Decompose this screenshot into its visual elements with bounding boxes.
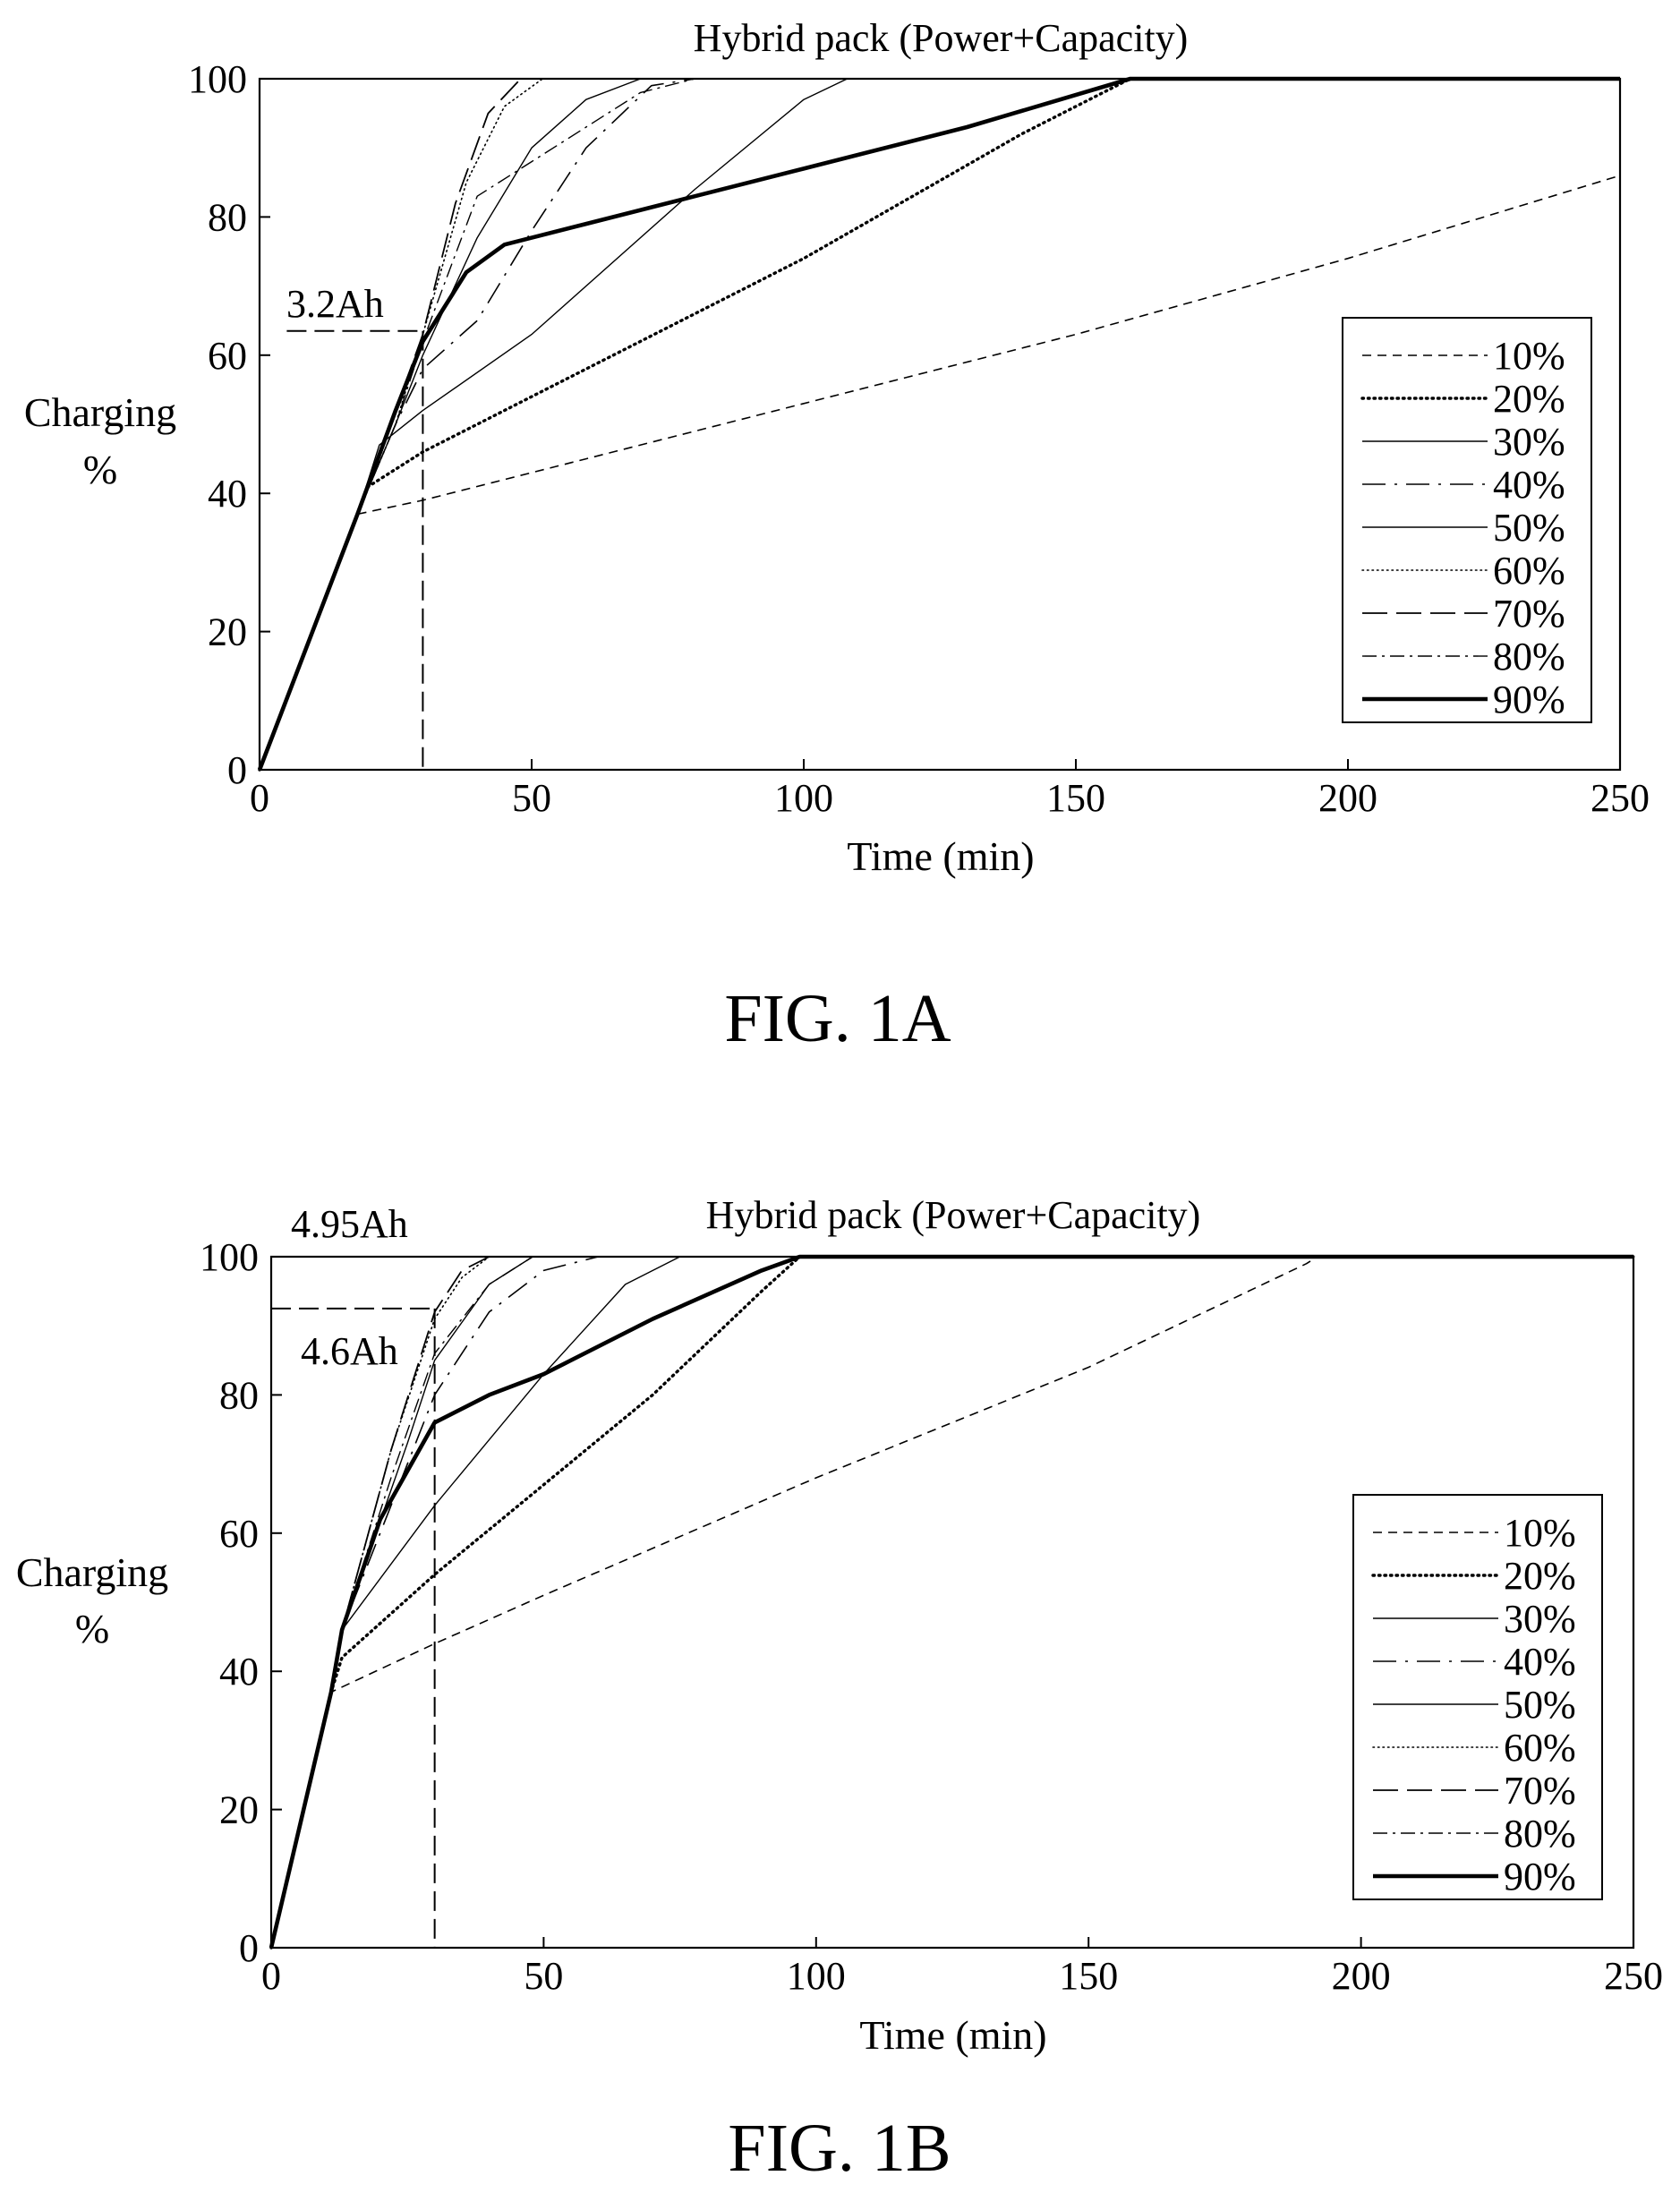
series-line-80pct [259,78,1620,771]
legend-entry-label: 80% [1504,1812,1576,1856]
legend-box [1342,317,1592,723]
legend-entry-label: 20% [1504,1554,1576,1598]
y-tick-label: 0 [227,748,247,792]
legend-entry-label: 60% [1493,549,1565,593]
chart-fig1b: Hybrid pack (Power+Capacity) Time (min) Ch… [16,1193,1663,2186]
legend-entry-label: 70% [1493,592,1565,636]
x-axis-label: Time (min) [847,833,1034,879]
y-tick-label: 0 [239,1926,259,1970]
legend-entry-label: 50% [1504,1683,1576,1727]
legend-entry-label: 40% [1493,463,1565,507]
x-tick-label: 0 [261,1954,281,1998]
chart-title: Hybrid pack (Power+Capacity) [694,16,1189,60]
annotation-label: 3.2Ah [286,282,384,326]
chart-fig1a: Hybrid pack (Power+Capacity) Time (min) Ch… [24,16,1650,1056]
y-axis-unit-label: % [75,1606,109,1651]
legend-entry-label: 90% [1504,1855,1576,1899]
legend-entry-label: 90% [1493,678,1565,721]
legend-box [1352,1494,1603,1900]
x-tick-label: 150 [1046,776,1105,820]
annotation-label: 4.6Ah [301,1329,398,1373]
x-tick-label: 50 [524,1954,563,1998]
series-line-90pct [269,1254,1633,1949]
series-line-90pct [257,76,1620,771]
x-tick-label: 50 [512,776,551,820]
y-tick-label: 100 [200,1235,259,1279]
y-tick-label: 40 [208,472,247,516]
x-tick-label: 0 [250,776,269,820]
x-tick-label: 250 [1604,1954,1663,1998]
y-axis-label: Charging [16,1549,168,1595]
series-line-10pct [270,1256,1633,1949]
y-tick-label: 80 [219,1373,259,1417]
annotation-label: 4.95Ah [291,1202,408,1246]
y-tick-label: 100 [188,57,247,101]
x-tick-label: 100 [787,1954,846,1998]
x-tick-label: 150 [1059,1954,1118,1998]
y-tick-label: 60 [208,334,247,378]
x-tick-label: 200 [1318,776,1377,820]
legend-entry-label: 10% [1493,334,1565,378]
x-tick-label: 100 [774,776,833,820]
y-axis-label: Charging [24,389,176,435]
chart-title: Hybrid pack (Power+Capacity) [706,1193,1201,1237]
legend-entry-label: 20% [1493,377,1565,421]
legend-entry-label: 80% [1493,635,1565,678]
figure-caption: FIG. 1B [728,2111,951,2186]
legend-entry-label: 30% [1493,420,1565,464]
y-tick-label: 80 [208,195,247,239]
y-tick-label: 60 [219,1512,259,1556]
series-line-60pct [270,1256,1634,1949]
series-line-10pct [259,175,1621,771]
legend-entry-label: 30% [1504,1597,1576,1641]
legend-entry-label: 40% [1504,1640,1576,1684]
legend-entry-label: 50% [1493,506,1565,550]
legend-entry-label: 70% [1504,1769,1576,1813]
legend-entry-label: 10% [1504,1511,1576,1555]
legend-entry-label: 60% [1504,1726,1576,1770]
x-axis-label: Time (min) [859,2012,1046,2058]
y-tick-label: 40 [219,1650,259,1694]
x-tick-label: 200 [1332,1954,1391,1998]
y-axis-unit-label: % [83,447,117,492]
x-tick-label: 250 [1590,776,1650,820]
figure-caption: FIG. 1A [724,981,951,1056]
y-tick-label: 20 [219,1788,259,1832]
y-tick-label: 20 [208,610,247,654]
